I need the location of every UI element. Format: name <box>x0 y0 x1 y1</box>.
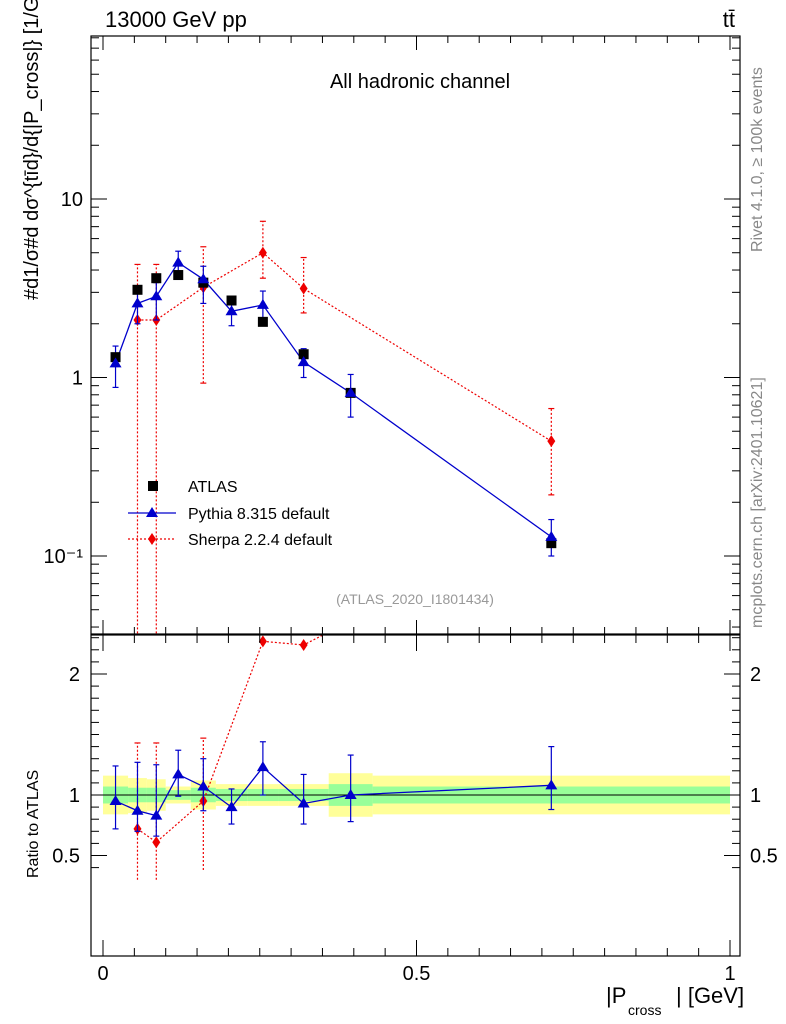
ratio-pythia-point <box>344 789 357 799</box>
legend-sherpa-marker <box>148 533 156 545</box>
pythia-point <box>109 357 122 368</box>
ratio-ticks: 2 2 1 1 0.5 0.5 0 0.5 1 <box>52 635 778 985</box>
ratio-pythia-point <box>545 779 558 790</box>
pythia-point <box>225 305 238 316</box>
x-axis-label-sub: cross <box>628 1002 661 1018</box>
xtick-label: 0.5 <box>403 963 431 985</box>
ratio-ytick-label: 1 <box>69 785 80 807</box>
x-axis-label: |P cross | [GeV] <box>606 983 744 1018</box>
ratio-pythia-point <box>197 780 210 791</box>
ratio-ytick-label: 2 <box>69 664 80 686</box>
ratio-ytick-label: 0.5 <box>52 846 80 868</box>
ratio-pythia-point <box>172 768 185 779</box>
main-data <box>109 220 558 634</box>
legend-pythia-label: Pythia 8.315 default <box>188 506 330 523</box>
rivet-label: Rivet 4.1.0, ≥ 100k events <box>749 67 766 252</box>
process-label: tt̄ <box>723 7 735 32</box>
ratio-sherpa-point <box>258 635 267 648</box>
pythia-line <box>114 261 552 538</box>
analysis-id: (ATLAS_2020_I1801434) <box>336 591 494 607</box>
pythia-point <box>297 356 310 367</box>
main-ylabel-text: #d1/σ#d dσ^{tīd}/d{|P_cross|} [1/GeV] <box>21 0 43 300</box>
legend-sherpa-label: Sherpa 2.2.4 default <box>188 532 333 549</box>
ratio-sherpa-point <box>299 638 308 651</box>
ratio-ylabel: Ratio to ATLAS <box>25 770 42 878</box>
pythia-point <box>197 273 210 284</box>
ratio-pythia-point <box>256 761 269 772</box>
atlas-point <box>257 316 268 327</box>
ratio-pythia-point <box>150 809 163 820</box>
main-ylabel: #d1/σ#d dσ^{tīd}/d{|P_cross|} [1/GeV] <box>21 0 43 300</box>
ratio-pythia-point <box>131 804 144 815</box>
pythia-point <box>150 290 163 301</box>
legend: ATLAS Pythia 8.315 default Sherpa 2.2.4 … <box>128 479 333 549</box>
ratio-pythia-line <box>115 766 552 817</box>
xtick-label: 0 <box>97 963 108 985</box>
ratio-pythia-point <box>109 795 122 806</box>
atlas-point <box>151 273 162 284</box>
main-ytick-label: 1 <box>72 368 83 390</box>
ratio-panel: 2 2 1 1 0.5 0.5 0 0.5 1 <box>52 634 778 985</box>
x-axis-label-main: |P <box>606 983 626 1008</box>
legend-atlas-label: ATLAS <box>188 479 238 496</box>
main-ytick-label: 10⁻¹ <box>44 546 84 568</box>
main-ticks: 10 1 10⁻¹ <box>44 36 740 634</box>
ratio-ytick-label-right: 2 <box>750 664 761 686</box>
pythia-point <box>131 297 144 308</box>
pythia-point <box>545 530 558 541</box>
main-ytick-label: 10 <box>61 189 83 211</box>
ratio-pythia-point <box>225 801 238 812</box>
atlas-point <box>173 270 184 281</box>
pythia-point <box>344 386 357 397</box>
pythia-point <box>172 256 185 267</box>
mcplots-label: mcplots.cern.ch [arXiv:2401.10621] <box>749 377 766 628</box>
sherpa-point <box>547 435 556 448</box>
ratio-sherpa-point <box>152 836 161 849</box>
energy-label: 13000 GeV pp <box>105 7 247 32</box>
sherpa-point <box>299 282 308 295</box>
chart-title: All hadronic channel <box>330 71 510 93</box>
x-axis-label-tail: | [GeV] <box>676 983 744 1008</box>
atlas-point <box>298 349 309 360</box>
ratio-sherpa-line <box>137 635 325 843</box>
legend-pythia-marker <box>146 507 158 517</box>
xtick-label: 1 <box>724 963 735 985</box>
main-frame <box>90 35 741 635</box>
ratio-ytick-label-right: 0.5 <box>750 846 778 868</box>
ratio-data <box>109 635 558 880</box>
main-panel: All hadronic channel (ATLAS_2020_I180143… <box>44 35 741 635</box>
pythia-point <box>256 298 269 309</box>
sherpa-point <box>258 246 267 259</box>
atlas-point <box>110 352 121 363</box>
ratio-ytick-label-right: 1 <box>750 785 761 807</box>
atlas-point <box>546 538 557 549</box>
legend-atlas-marker <box>148 481 158 491</box>
atlas-point <box>132 284 143 295</box>
ratio-pythia-point <box>297 797 310 808</box>
atlas-point <box>226 295 237 306</box>
